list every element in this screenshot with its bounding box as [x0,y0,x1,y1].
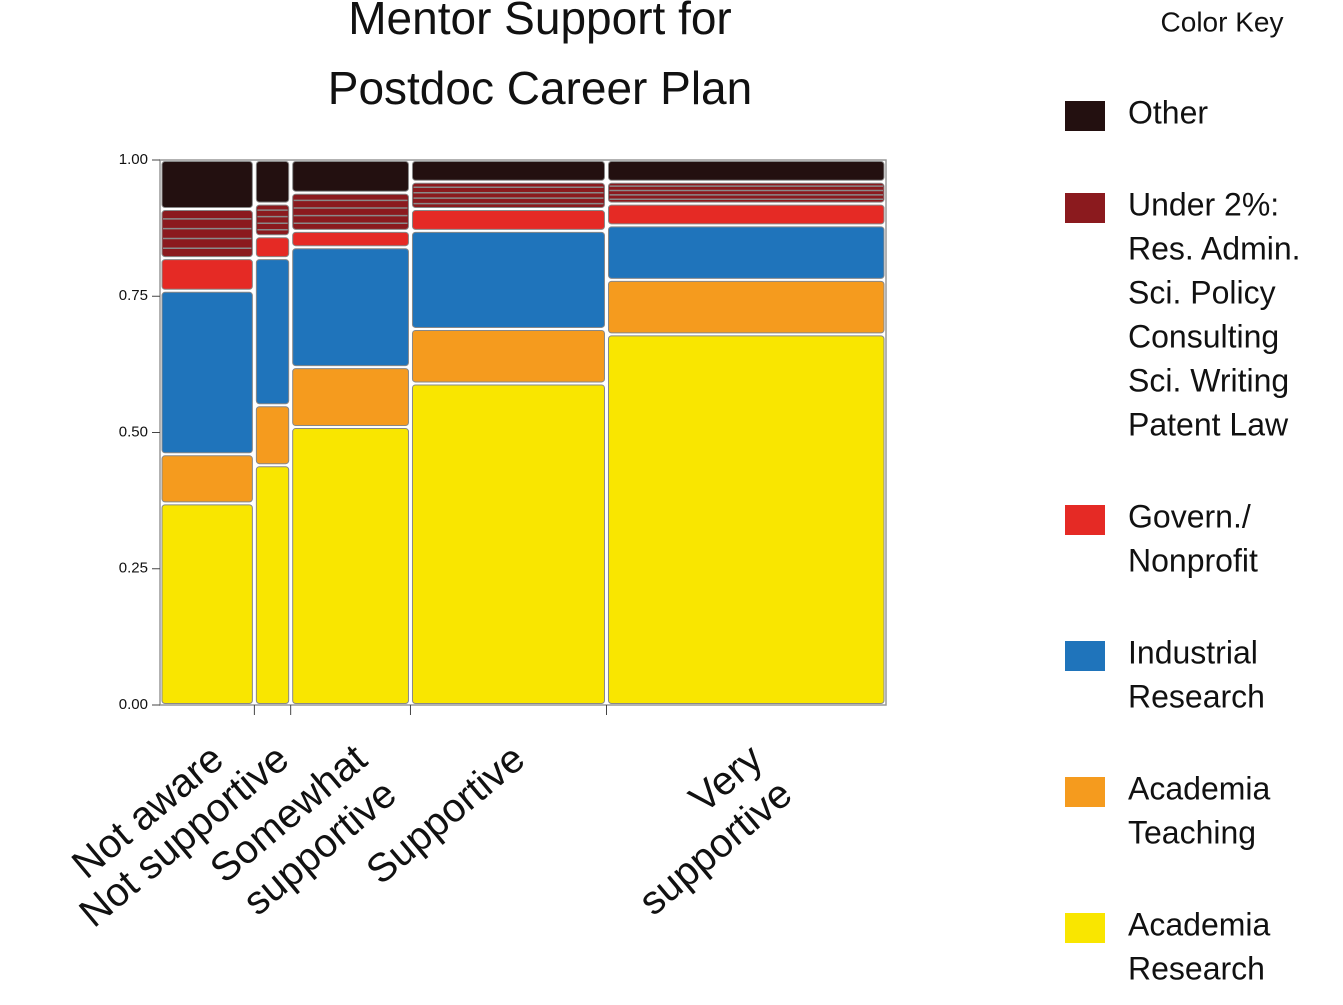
legend-label: Academia [1128,770,1271,806]
mosaic-tile [255,406,290,465]
mosaic-tile [255,161,290,203]
y-tick-label: 0.00 [119,696,148,713]
mosaic-tile [161,259,253,290]
mosaic-tile [255,237,290,258]
legend-swatch [1065,101,1105,131]
legend-label: Sci. Policy [1128,274,1276,310]
legend-label: Govern./ [1128,498,1251,534]
legend-label: Under 2%: [1128,186,1279,222]
mosaic-tile [607,280,885,334]
legend-label: Academia [1128,906,1271,942]
mosaic-tile [292,161,409,192]
mosaic-tile [255,204,290,236]
mosaic-tile [607,182,885,203]
mosaic-tile [411,182,605,209]
legend-title: Color Key [1161,6,1284,37]
mosaic-tile [161,455,253,503]
mosaic-tile [292,231,409,247]
y-tick-label: 0.75 [119,287,148,304]
legend-label: Research [1128,678,1265,714]
mosaic-tile [607,204,885,225]
chart-title: Mentor Support for [348,0,732,44]
legend-label: Industrial [1128,634,1258,670]
mosaic-tile [292,193,409,230]
legend-swatch [1065,913,1105,943]
mosaic-tile [411,329,605,383]
y-tick-label: 0.50 [119,423,148,440]
mosaic-tile [161,161,253,209]
legend-swatch [1065,193,1105,223]
legend-label: Res. Admin. [1128,230,1301,266]
chart-title: Postdoc Career Plan [328,62,752,114]
legend-swatch [1065,505,1105,535]
mosaic-tile [255,466,290,705]
legend-label: Other [1128,94,1208,130]
mosaic-tile [161,210,253,258]
legend-label: Teaching [1128,814,1256,850]
legend-label: Research [1128,950,1265,986]
mosaic-tile [292,248,409,367]
mosaic-tile [411,210,605,230]
mosaic-tile [292,368,409,427]
legend-label: Patent Law [1128,406,1289,442]
mosaic-tile [607,226,885,279]
mosaic-tile [161,291,253,454]
mosaic-tile [607,335,885,704]
mosaic-tile [292,428,409,704]
legend-label: Sci. Writing [1128,362,1289,398]
legend-swatch [1065,777,1105,807]
legend-swatch [1065,641,1105,671]
mosaic-tile [607,161,885,181]
mosaic-tile [255,259,290,405]
mosaic-tile [411,384,605,704]
mosaic-tile [411,231,605,328]
legend-label: Nonprofit [1128,542,1258,578]
y-tick-label: 0.25 [119,560,148,577]
legend-label: Consulting [1128,318,1279,354]
mosaic-tile [161,504,253,704]
mosaic-tile [411,161,605,181]
y-tick-label: 1.00 [119,151,148,168]
